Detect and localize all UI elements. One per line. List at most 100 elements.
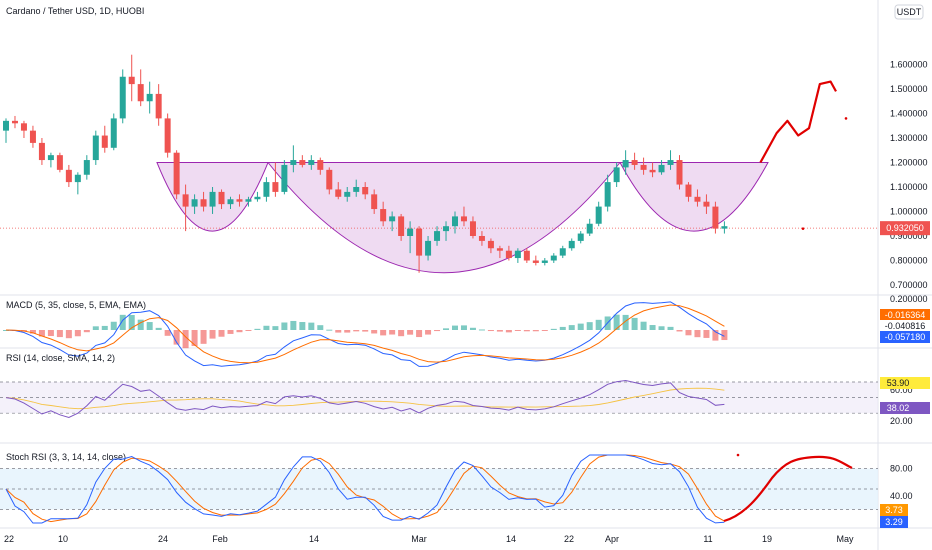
macd-histogram-bar — [227, 330, 234, 334]
candle-body — [155, 93, 162, 119]
candle-body — [469, 221, 476, 236]
currency-button[interactable] — [894, 4, 924, 20]
candle-body — [416, 228, 423, 256]
candle-body — [173, 152, 180, 195]
macd-histogram-bar — [631, 317, 638, 330]
macd-histogram-bar — [434, 330, 441, 332]
macd-tick-label: 0.200000 — [890, 294, 928, 304]
price-tick-label: 0.900000 — [890, 231, 928, 241]
candle-body — [487, 240, 494, 249]
macd-histogram-bar — [362, 330, 369, 332]
macd-histogram-bar — [353, 330, 360, 332]
candle-body — [407, 228, 414, 236]
candle-body — [362, 187, 369, 195]
price-tick-label: 0.800000 — [890, 256, 928, 266]
macd-histogram-bar — [425, 330, 432, 335]
drawing-dot — [844, 117, 848, 120]
macd-value-label: -0.040816 — [885, 321, 926, 331]
macd-value-label: -0.057180 — [885, 332, 926, 342]
candle-body — [389, 216, 396, 222]
macd-histogram-bar — [155, 327, 162, 330]
candle-body — [622, 160, 629, 168]
macd-histogram-bar — [595, 319, 602, 330]
rsi-line — [5, 379, 725, 419]
drawing-dot — [801, 227, 805, 230]
candle-body — [694, 196, 701, 202]
macd-histogram-bar — [550, 328, 557, 330]
candle-body — [613, 167, 620, 183]
candle-body — [3, 120, 9, 131]
rsi-sma-line — [5, 387, 725, 410]
stoch-k-label: 3.29 — [885, 517, 903, 527]
rsi-sma-badge — [880, 377, 930, 389]
candle-body — [721, 226, 728, 229]
macd-value-badge — [880, 331, 930, 343]
macd-histogram-bar — [541, 330, 548, 331]
macd-histogram-bar — [191, 330, 198, 347]
drawing-dot — [736, 453, 740, 457]
candle-body — [478, 236, 485, 241]
time-tick-label: 24 — [158, 534, 168, 544]
candle-body — [559, 248, 566, 256]
macd-histogram-bar — [487, 330, 494, 332]
macd-histogram-bar — [622, 314, 629, 330]
time-tick-label: 11 — [703, 534, 712, 544]
macd-histogram-bar — [586, 322, 593, 330]
time-tick-label: Feb — [212, 534, 228, 544]
price-tick-label: 1.000000 — [890, 207, 928, 217]
candle-body — [460, 216, 467, 222]
time-tick-label: 22 — [564, 534, 574, 544]
macd-histogram-bar — [577, 323, 584, 330]
macd-histogram-bar — [344, 330, 351, 333]
time-tick-label: 19 — [762, 534, 772, 544]
macd-title: MACD (5, 35, close, 5, EMA, EMA) — [6, 300, 146, 310]
stoch-projection-drawing — [723, 455, 853, 523]
candle-body — [398, 216, 405, 236]
candle-body — [532, 260, 539, 263]
candle-body — [65, 169, 72, 183]
macd-histogram-bar — [254, 328, 261, 330]
macd-histogram-bar — [218, 330, 225, 337]
candle-body — [577, 233, 584, 241]
macd-histogram-bar — [416, 330, 423, 338]
macd-histogram-bar — [137, 319, 144, 330]
macd-histogram-bar — [263, 325, 270, 330]
macd-histogram-bar — [613, 314, 620, 330]
candle-body — [11, 120, 18, 124]
macd-histogram-bar — [29, 330, 36, 334]
candle-body — [335, 189, 342, 197]
candle-body — [119, 76, 126, 119]
macd-value-label: -0.016364 — [885, 310, 926, 320]
macd-histogram-bar — [101, 325, 108, 330]
macd-histogram-bar — [559, 326, 566, 330]
candle-body — [281, 164, 288, 192]
macd-histogram-bar — [164, 330, 171, 336]
price-tick-label: 1.400000 — [890, 109, 928, 119]
candle-body — [92, 135, 99, 161]
candle-body — [649, 169, 656, 173]
macd-value-badge — [880, 320, 930, 332]
candle-body — [209, 191, 216, 207]
macd-histogram-bar — [568, 325, 575, 330]
stoch-d-line — [5, 454, 725, 523]
candle-body — [263, 182, 270, 197]
last-price-badge — [880, 221, 930, 236]
time-tick-label: 10 — [58, 534, 68, 544]
candle-body — [541, 260, 548, 263]
macd-histogram-bar — [65, 330, 72, 339]
candle-body — [595, 206, 602, 224]
macd-histogram-bar — [478, 329, 485, 331]
macd-histogram-bar — [407, 330, 414, 335]
candle-body — [308, 160, 315, 165]
macd-histogram-bar — [281, 322, 288, 330]
candle-body — [317, 160, 324, 170]
macd-histogram-bar — [667, 326, 674, 330]
candle-body — [38, 142, 45, 161]
time-tick-label: Apr — [605, 534, 619, 544]
macd-histogram-bar — [380, 330, 387, 336]
macd-histogram-bar — [245, 330, 252, 331]
candle-body — [380, 209, 387, 222]
candle-body — [299, 160, 306, 165]
macd-histogram-bar — [128, 315, 135, 330]
